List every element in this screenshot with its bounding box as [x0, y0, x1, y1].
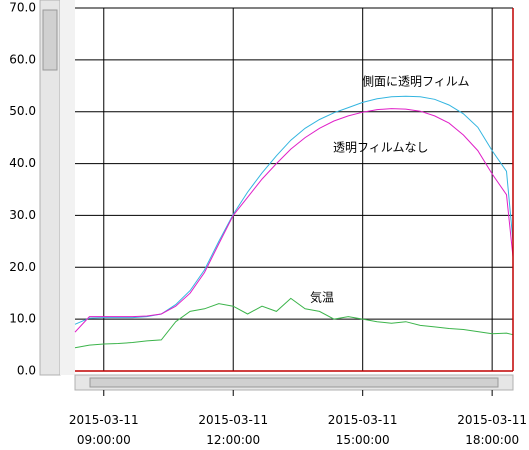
y-tick-label: 0.0 [17, 364, 36, 378]
y-tick-label: 60.0 [9, 52, 36, 66]
v-scroll-thumb[interactable] [42, 9, 58, 71]
y-tick-label: 20.0 [9, 260, 36, 274]
y-tick-label: 70.0 [9, 1, 36, 15]
series-label: 側面に透明フィルム [362, 75, 470, 89]
series-line [74, 297, 514, 349]
side-strip [60, 0, 75, 375]
series-label: 気温 [310, 290, 334, 305]
x-tick-label: 2015-03-11 18:00:00 [457, 413, 527, 447]
h-scroll-thumb[interactable] [89, 377, 499, 388]
y-tick-label: 10.0 [9, 312, 36, 326]
x-tick-label: 2015-03-11 15:00:00 [328, 413, 398, 447]
x-tick-label: 2015-03-11 09:00:00 [69, 413, 139, 447]
series-line [74, 108, 514, 333]
series-label: 透明フィルムなし [333, 141, 429, 155]
x-tick-label: 2015-03-11 12:00:00 [198, 413, 268, 447]
y-tick-label: 50.0 [9, 104, 36, 118]
y-tick-label: 30.0 [9, 208, 36, 222]
series-line [74, 95, 514, 325]
y-tick-label: 40.0 [9, 156, 36, 170]
